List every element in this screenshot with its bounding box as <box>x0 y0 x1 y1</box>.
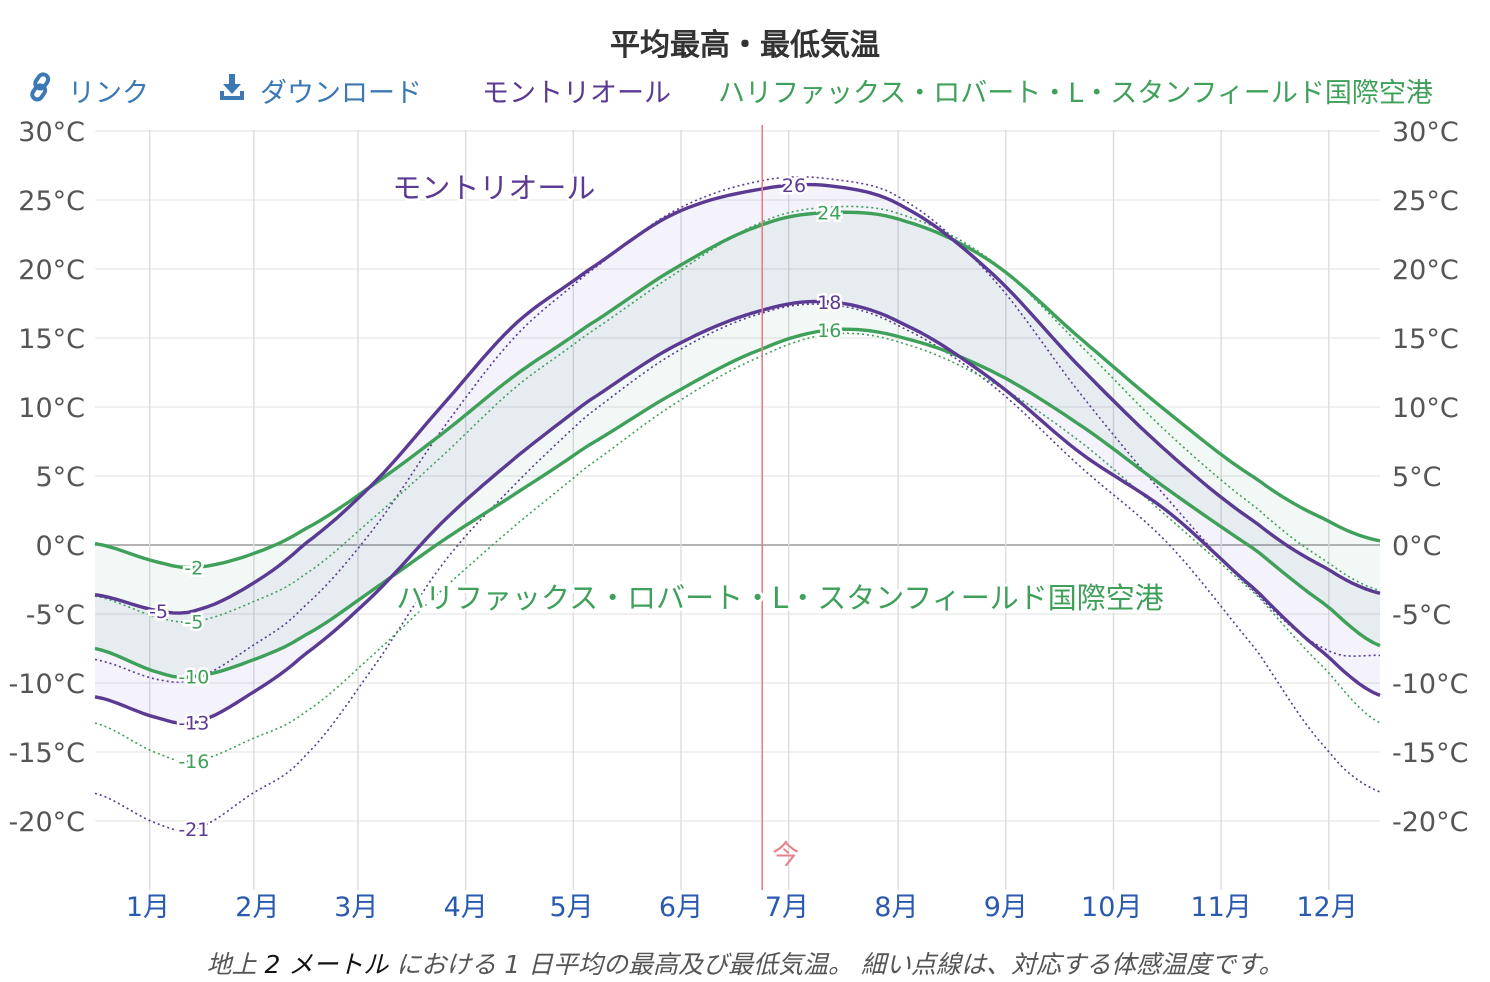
temperature-chart: 30°C 30°C 25°C 25°C 20°C 20°C 15°C 15°C 10°C 10°C… <box>9 117 1469 923</box>
annotation-montreal: モントリオール <box>392 171 595 205</box>
month-label: 7月 <box>765 892 809 923</box>
y-tick-right: 0°C <box>1392 531 1442 562</box>
y-tick-right: 15°C <box>1392 324 1459 355</box>
chart-title: 平均最高・最低気温 <box>610 28 880 63</box>
y-tick-left: -20°C <box>9 807 85 838</box>
month-label: 4月 <box>444 892 488 923</box>
band-halifax <box>95 212 1380 678</box>
data-label: -13 <box>178 713 209 735</box>
caption-pre: 地上 <box>206 950 265 979</box>
series-montreal-high <box>94 182 1381 615</box>
series-montreal-low <box>94 299 1381 726</box>
month-label: 1月 <box>126 892 170 923</box>
month-label: 3月 <box>334 892 378 923</box>
data-label: -2 <box>184 557 203 579</box>
data-label: -21 <box>178 819 209 841</box>
download-icon <box>218 72 246 109</box>
series-halifax-low <box>94 327 1381 679</box>
link-button[interactable]: リンク <box>28 70 149 110</box>
annotation-halifax: ハリファックス・ロバート・L・スタンフィールド国際空港 <box>396 581 1164 615</box>
series-montreal-low-feels <box>94 303 1381 832</box>
download-button[interactable]: ダウンロード <box>218 70 422 110</box>
month-label: 6月 <box>659 892 703 923</box>
link-icon <box>28 71 54 109</box>
data-label: -5 <box>149 601 168 623</box>
y-tick-right: 20°C <box>1392 255 1459 286</box>
month-label: 10月 <box>1081 892 1142 923</box>
y-tick-left: 15°C <box>18 324 85 355</box>
y-tick-right: -10°C <box>1392 669 1468 700</box>
y-tick-left: 25°C <box>18 186 85 217</box>
chart-caption: 地上 2 メートル における 1 日平均の最高及び最低気温。 細い点線は、対応す… <box>0 945 1490 981</box>
data-label: -5 <box>184 612 203 634</box>
today-label: 今 <box>772 840 799 871</box>
data-label: -16 <box>178 751 209 773</box>
chart-grid <box>95 130 1380 890</box>
download-label: ダウンロード <box>260 77 422 109</box>
link-label: リンク <box>68 77 149 109</box>
caption-post: における 1 日平均の最高及び最低気温。 細い点線は、対応する体感温度です。 <box>388 950 1284 979</box>
month-label: 9月 <box>984 892 1028 923</box>
y-tick-right: -15°C <box>1392 738 1468 769</box>
month-label: 8月 <box>874 892 918 923</box>
y-tick-right: -20°C <box>1392 807 1468 838</box>
legend-montreal[interactable]: モントリオール <box>482 77 671 109</box>
legend-halifax[interactable]: ハリファックス・ロバート・L・スタンフィールド国際空港 <box>718 77 1433 109</box>
y-tick-left: 10°C <box>18 393 85 424</box>
chart-lines <box>94 125 1381 890</box>
y-tick-right: -5°C <box>1392 600 1451 631</box>
month-label: 5月 <box>549 892 593 923</box>
data-label: 18 <box>817 292 841 314</box>
series-halifax-high <box>94 210 1381 570</box>
y-tick-left: 20°C <box>18 255 85 286</box>
chart-labels: 30°C 30°C 25°C 25°C 20°C 20°C 15°C 15°C 10°C 10°C… <box>9 117 1469 923</box>
y-tick-left: -15°C <box>9 738 85 769</box>
chart-bands <box>95 184 1380 724</box>
month-label: 11月 <box>1190 892 1251 923</box>
month-label: 2月 <box>235 892 279 923</box>
data-label: 24 <box>817 203 841 225</box>
month-label: 12月 <box>1296 892 1357 923</box>
y-tick-left: 5°C <box>35 462 85 493</box>
y-tick-right: 10°C <box>1392 393 1459 424</box>
data-label: 26 <box>782 175 806 197</box>
caption-height: 2 メートル <box>264 950 389 979</box>
y-tick-left: -5°C <box>26 600 85 631</box>
y-tick-left: 30°C <box>18 117 85 148</box>
y-tick-right: 25°C <box>1392 186 1459 217</box>
y-tick-right: 30°C <box>1392 117 1459 148</box>
data-label: 16 <box>817 320 841 342</box>
y-tick-left: 0°C <box>35 531 85 562</box>
data-label: -10 <box>178 667 209 689</box>
y-tick-left: -10°C <box>9 669 85 700</box>
y-tick-right: 5°C <box>1392 462 1442 493</box>
